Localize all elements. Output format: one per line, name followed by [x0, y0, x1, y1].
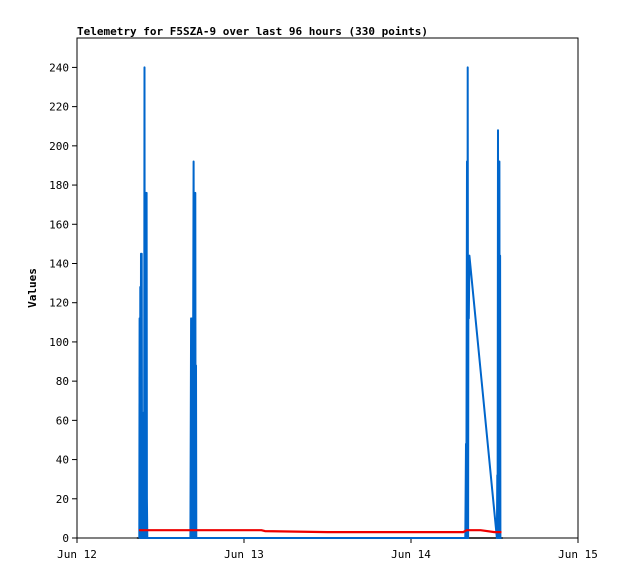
- x-tick-label: Jun 15: [558, 548, 598, 561]
- x-tick-label: Jun 14: [391, 548, 431, 561]
- y-tick-label: 80: [56, 375, 69, 388]
- y-tick-label: 100: [49, 336, 69, 349]
- x-tick-label: Jun 13: [224, 548, 264, 561]
- y-tick-label: 240: [49, 61, 69, 74]
- series-group: [138, 66, 502, 539]
- y-tick-label: 60: [56, 414, 69, 427]
- series-line-2: [138, 529, 502, 534]
- y-tick-label: 20: [56, 493, 69, 506]
- y-tick-label: 0: [62, 532, 69, 545]
- y-tick-label: 200: [49, 140, 69, 153]
- y-tick-label: 120: [49, 297, 69, 310]
- y-tick-label: 140: [49, 257, 69, 270]
- y-tick-label: 160: [49, 218, 69, 231]
- y-tick-label: 40: [56, 454, 69, 467]
- series-line-1: [138, 66, 502, 539]
- chart-title: Telemetry for F5SZA-9 over last 96 hours…: [77, 25, 428, 38]
- axis-ticks: 0 20 40 60 80 100 120 140 160 180 200 220 240 Jun 12 J…: [49, 61, 598, 561]
- plot-area: [76, 37, 579, 539]
- y-tick-label: 220: [49, 101, 69, 114]
- y-tick-label: 180: [49, 179, 69, 192]
- y-axis-label: Values: [26, 268, 39, 308]
- x-tick-label: Jun 12: [57, 548, 97, 561]
